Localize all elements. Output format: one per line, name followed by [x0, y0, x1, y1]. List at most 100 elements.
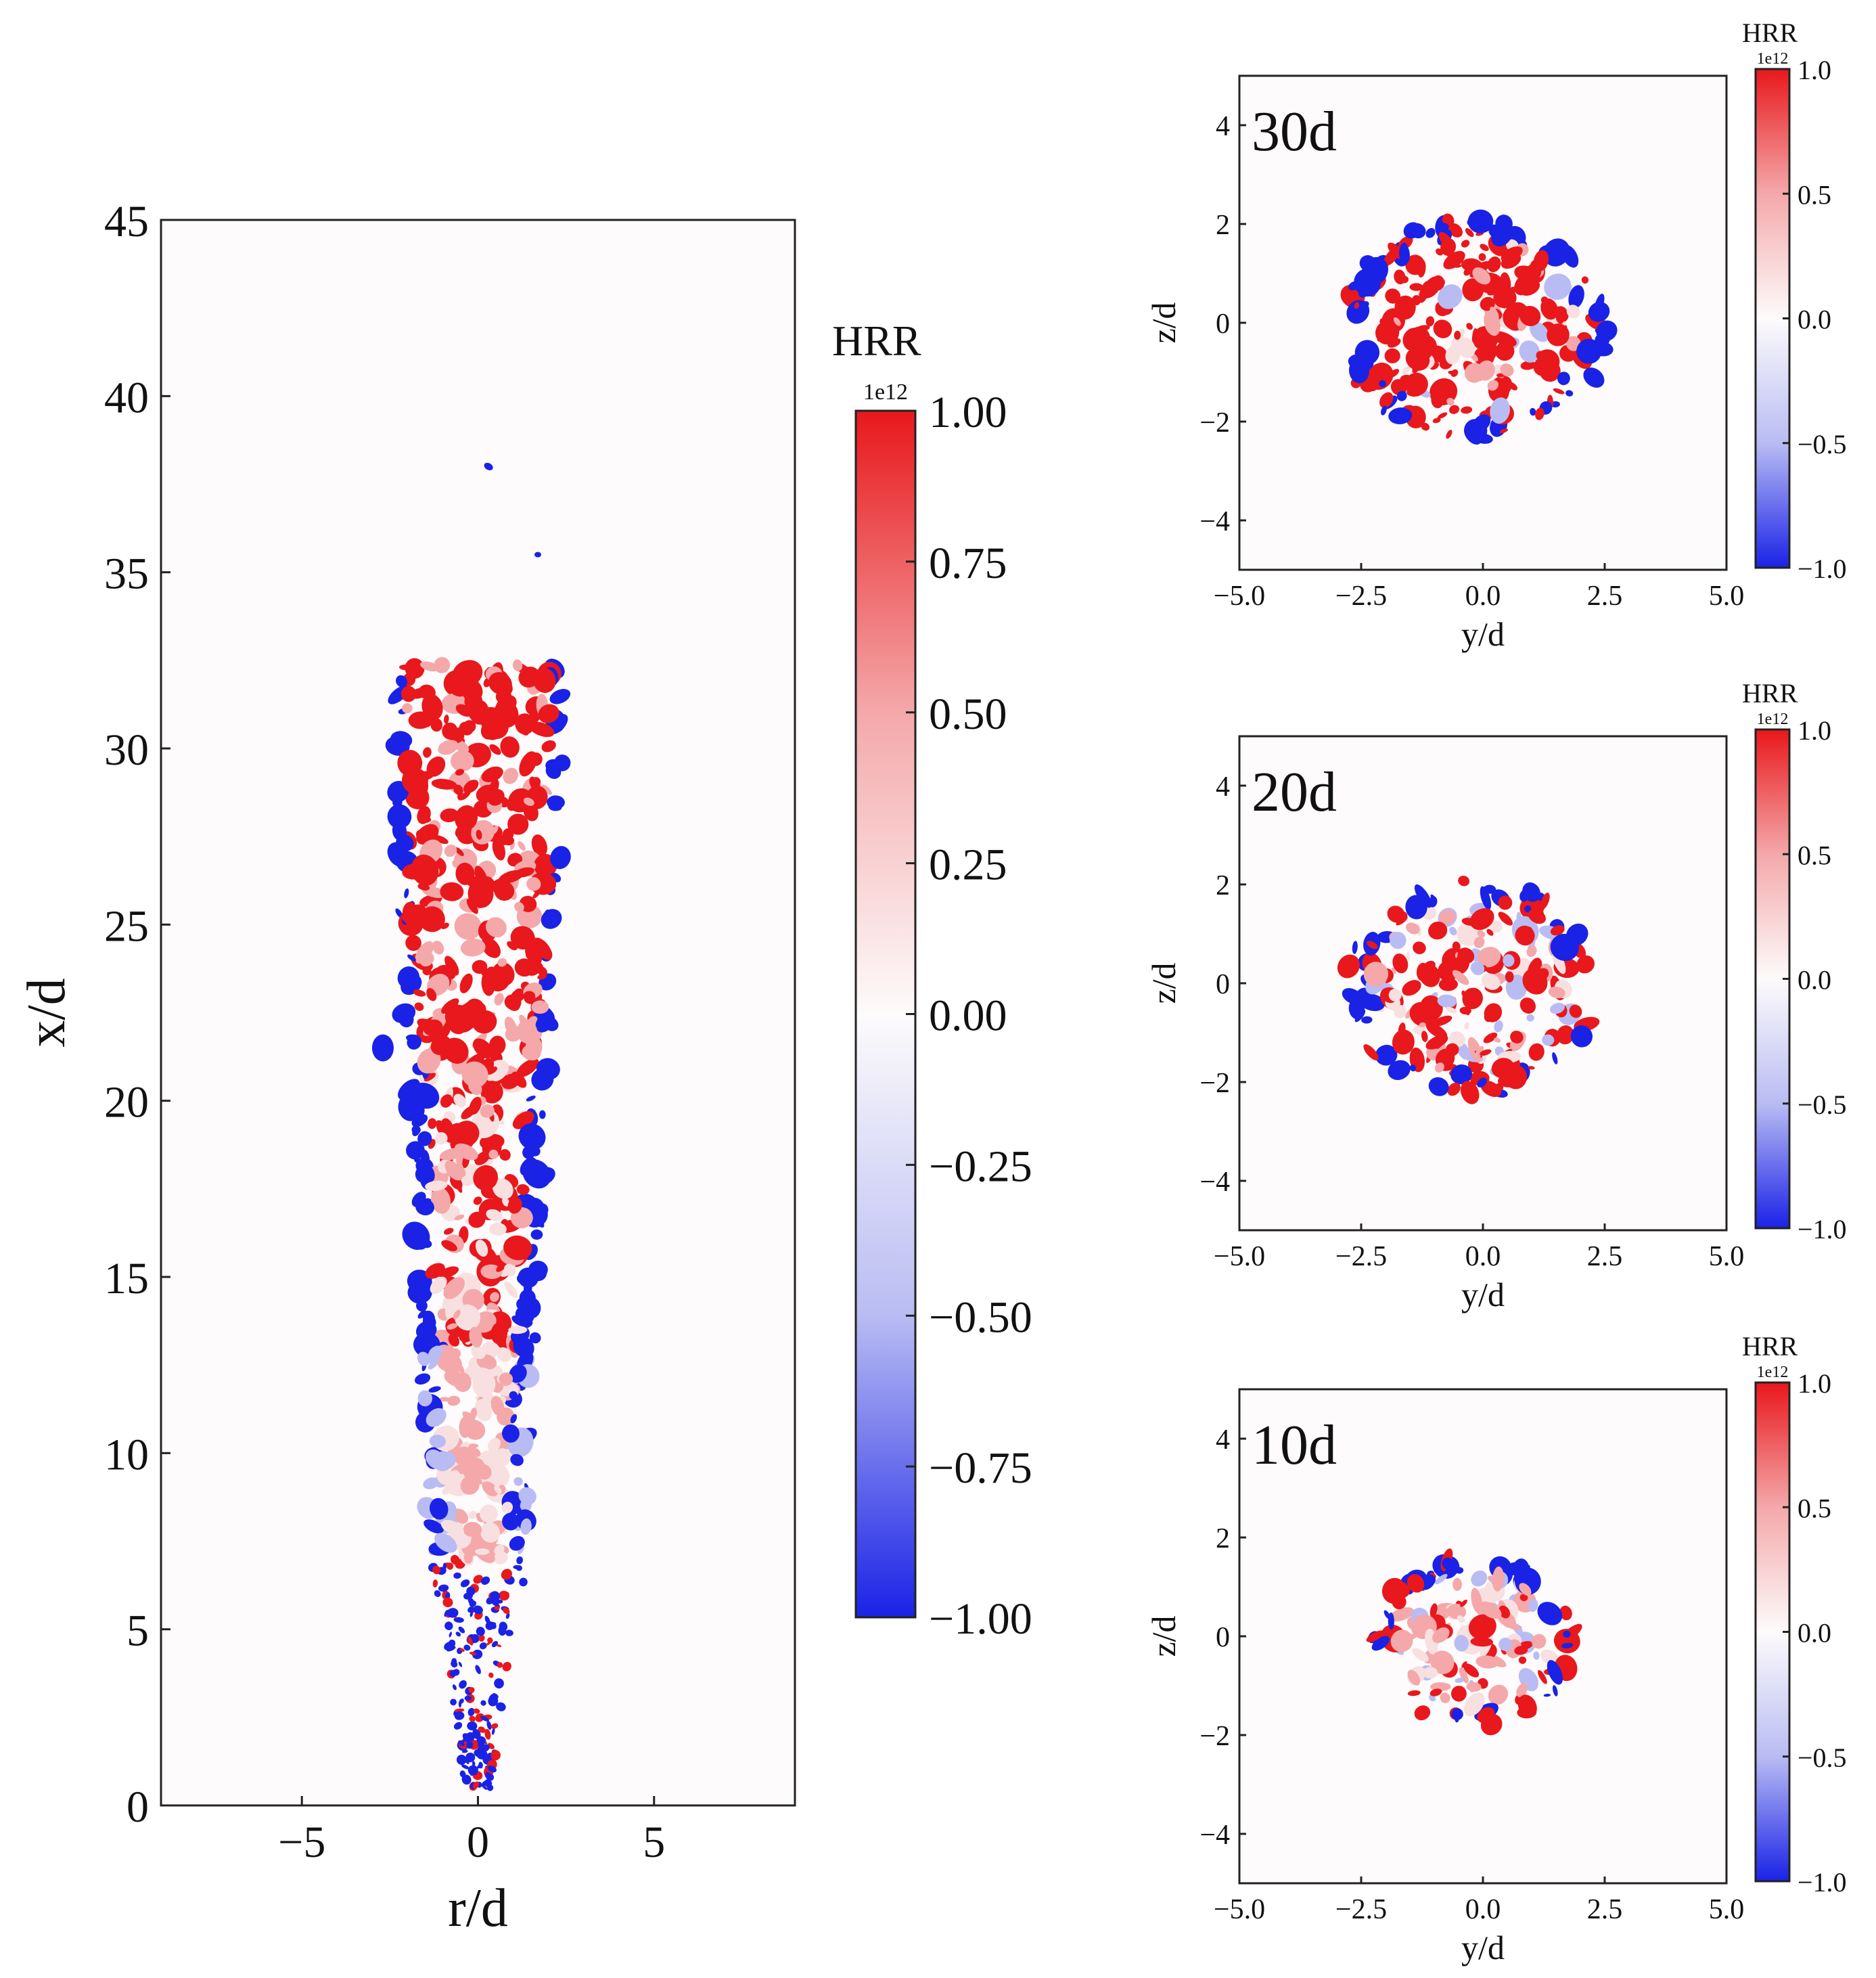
hrr-structure [486, 1721, 492, 1730]
hrr-structure [487, 1637, 493, 1644]
hrr-structure [1447, 1603, 1467, 1619]
hrr-structure [1535, 407, 1545, 420]
hrr-structure [469, 1600, 477, 1607]
hrr-structure [397, 750, 423, 777]
hrr-structure [447, 1563, 454, 1570]
hrr-structure [518, 1123, 546, 1150]
hrr-structure [1468, 1614, 1496, 1640]
hrr-structure [426, 988, 437, 1002]
hrr-structure [504, 1281, 518, 1299]
hrr-structure [1477, 930, 1486, 938]
hrr-structure [1462, 987, 1483, 1010]
hrr-structure [1481, 973, 1501, 990]
hrr-structure [1511, 311, 1516, 319]
colorbar-multiplier: 1e12 [1757, 711, 1789, 728]
hrr-structure [514, 901, 524, 912]
y-tick-label: −4 [1199, 1820, 1230, 1851]
hrr-structure [420, 661, 439, 672]
hrr-structure [428, 1346, 441, 1364]
hrr-structure [447, 1395, 461, 1406]
hrr-structure [401, 685, 417, 702]
hrr-structure [1576, 338, 1602, 364]
hrr-structure [1379, 317, 1388, 325]
hrr-structure [466, 1740, 474, 1749]
hrr-structure [1576, 955, 1595, 974]
hrr-structure [1548, 306, 1556, 313]
hrr-structure [1463, 267, 1472, 276]
hrr-structure [1445, 1043, 1459, 1056]
hrr-structure [1530, 407, 1536, 416]
hrr-structure [490, 1750, 501, 1761]
hrr-structure [1464, 419, 1488, 443]
hrr-structure [430, 718, 443, 732]
hrr-structure [480, 1715, 489, 1722]
colorbar-tick-label: −1.0 [1798, 1214, 1847, 1244]
hrr-structure [519, 1577, 528, 1587]
hrr-structure [438, 1584, 449, 1592]
colorbar-tick-label: 0.50 [929, 690, 1007, 739]
hrr-structure [1494, 1037, 1501, 1043]
hrr-structure [460, 1579, 470, 1588]
hrr-structure [455, 1708, 465, 1713]
hrr-structure [426, 756, 446, 777]
hrr-structure [453, 1508, 469, 1524]
hrr-structure [459, 1415, 473, 1439]
hrr-structure [1522, 968, 1548, 995]
hrr-structure [518, 841, 526, 851]
hrr-structure [502, 1661, 511, 1671]
hrr-structure [390, 731, 413, 748]
colorbar-tick-label: 0.0 [1798, 305, 1831, 335]
y-tick-label: 4 [1216, 1424, 1230, 1456]
hrr-structure [1543, 1693, 1551, 1697]
hrr-structure [453, 1094, 466, 1108]
hrr-structure [396, 675, 408, 688]
hrr-structure [407, 1035, 421, 1050]
hrr-structure [458, 1661, 463, 1667]
hrr-structure [541, 740, 556, 752]
hrr-structure [1458, 876, 1470, 886]
hrr-structure [417, 1351, 430, 1366]
hrr-structure [1471, 1570, 1488, 1587]
hrr-structure [1455, 265, 1462, 268]
hrr-structure [529, 776, 541, 792]
y-tick-label: 2 [1216, 870, 1230, 901]
colorbar-tick-label: −1.00 [929, 1594, 1032, 1644]
hrr-structure [480, 1700, 486, 1706]
colorbar-tick-label: 1.0 [1798, 715, 1831, 746]
y-tick-label: −4 [1199, 506, 1230, 537]
hrr-structure [468, 1080, 482, 1096]
hrr-structure [460, 1757, 468, 1763]
colorbar-gradient [854, 409, 917, 1619]
hrr-structure [499, 1149, 511, 1161]
hrr-structure [1438, 231, 1453, 248]
hrr-structure [485, 917, 507, 938]
hrr-structure [1503, 954, 1515, 967]
hrr-structure [524, 1279, 532, 1297]
hrr-structure [1538, 1669, 1547, 1684]
hrr-structure [1404, 372, 1428, 396]
hrr-structure [467, 1606, 474, 1613]
hrr-structure [1595, 328, 1611, 337]
colorbar-tick-label: 0.00 [929, 991, 1007, 1041]
hrr-structure [1354, 302, 1360, 309]
hrr-structure [1461, 406, 1473, 414]
hrr-structure [1524, 905, 1532, 913]
hrr-structure [1388, 1060, 1411, 1080]
hrr-structure [1362, 267, 1375, 283]
hrr-structure [1413, 941, 1426, 955]
hrr-structure [1451, 1686, 1467, 1702]
hrr-structure [484, 462, 493, 471]
hrr-structure [455, 1632, 461, 1637]
hrr-structure [488, 1693, 496, 1700]
hrr-structure [1361, 1016, 1373, 1024]
hrr-structure [1446, 397, 1455, 406]
hrr-structure [479, 1744, 490, 1753]
hrr-structure [529, 1332, 541, 1344]
hrr-structure [407, 954, 416, 962]
hrr-structure [1455, 1678, 1465, 1683]
hrr-structure [1480, 1049, 1492, 1056]
hrr-structure [453, 1572, 461, 1579]
hrr-structure [1479, 342, 1498, 360]
hrr-structure [405, 935, 421, 951]
slice-panel-30d: −5.0 −2.5 0.0 2.5 5.0 4 2 0 −2 −4 y/d z/d 30d HRR 1e12… [1145, 18, 1847, 653]
